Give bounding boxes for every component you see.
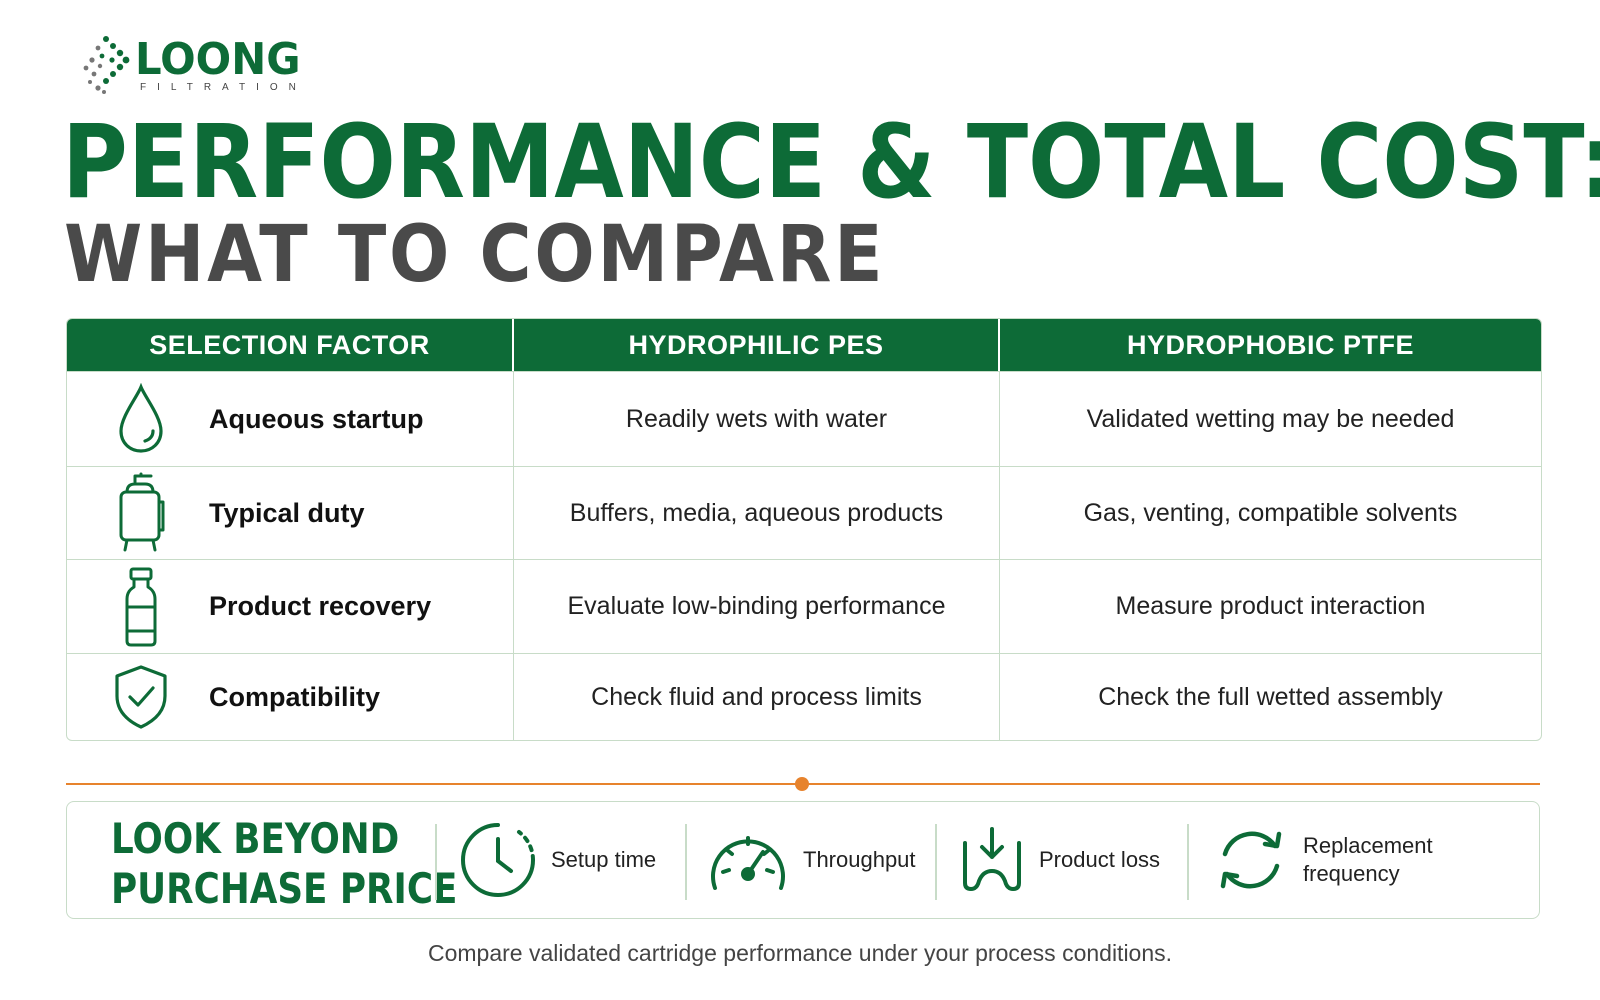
table-row: Compatibility Check fluid and process li… [67, 653, 1541, 740]
panel-separator [1187, 824, 1189, 900]
dot-arrow-logo-icon [83, 36, 130, 94]
pes-cell: Buffers, media, aqueous products [514, 467, 1000, 559]
comparison-table: SELECTION FACTOR HYDROPHILIC PES HYDROPH… [66, 318, 1542, 741]
page-subtitle: WHAT TO COMPARE [64, 210, 886, 300]
cost-item-label: Replacement frequency [1303, 832, 1433, 888]
cost-item-label: Setup time [551, 847, 657, 872]
cost-item-label-line2: frequency [1303, 861, 1400, 886]
water-drop-icon [111, 379, 171, 459]
page-title: PERFORMANCE & TOTAL COST: [62, 103, 1600, 222]
cost-item-label: Throughput [803, 847, 916, 872]
pes-cell: Check fluid and process limits [514, 654, 1000, 740]
header-selection-factor: SELECTION FACTOR [67, 319, 514, 371]
cost-item-product-loss: Product loss [959, 802, 1160, 918]
product-loss-icon [963, 827, 1021, 891]
cost-item-setup-time: Setup time [459, 802, 656, 918]
cost-panel-title: LOOK BEYOND PURCHASE PRICE [111, 814, 457, 914]
pes-cell: Readily wets with water [514, 372, 1000, 466]
pes-cell: Evaluate low-binding performance [514, 560, 1000, 653]
cost-panel-title-line2: PURCHASE PRICE [111, 864, 458, 913]
panel-separator [435, 824, 437, 900]
ptfe-cell: Measure product interaction [1115, 592, 1426, 620]
ptfe-cell: Validated wetting may be needed [1086, 404, 1455, 433]
cost-item-replacement-frequency: Replacement frequency [1213, 802, 1433, 918]
ptfe-cell: Gas, venting, compatible solvents [1083, 498, 1458, 527]
factor-cell: Compatibility [67, 654, 514, 740]
panel-separator [935, 824, 937, 900]
factor-label: Compatibility [209, 681, 381, 712]
ptfe-cell: Check the full wetted assembly [1098, 682, 1443, 711]
factor-label: Product recovery [209, 591, 432, 621]
brand-logo: LOONG FILTRATION [80, 34, 320, 96]
table-row: Aqueous startup Readily wets with water … [67, 371, 1541, 466]
factor-cell: Product recovery [67, 560, 514, 653]
header-hydrophilic-pes: HYDROPHILIC PES [514, 319, 1000, 371]
divider-dot [795, 777, 809, 791]
factor-cell: Aqueous startup [67, 372, 514, 466]
cost-item-label: Product loss [1039, 847, 1161, 872]
gauge-icon [711, 836, 785, 890]
factor-label: Aqueous startup [209, 403, 424, 434]
cost-panel-title-line1: LOOK BEYOND [111, 814, 400, 863]
vial-icon [111, 567, 171, 647]
brand-name: LOONG [135, 34, 301, 85]
table-row: Product recovery Evaluate low-binding pe… [67, 559, 1541, 653]
filter-housing-icon [111, 472, 171, 553]
clock-icon [461, 823, 535, 897]
cost-panel: LOOK BEYOND PURCHASE PRICE Setup time Th… [66, 801, 1540, 919]
cost-item-label-line1: Replacement [1303, 833, 1433, 858]
factor-cell: Typical duty [67, 467, 514, 559]
footnote: Compare validated cartridge performance … [427, 940, 1173, 966]
cost-item-throughput: Throughput [707, 802, 916, 918]
refresh-cycle-icon [1220, 831, 1282, 889]
header-hydrophobic-ptfe: HYDROPHOBIC PTFE [1126, 329, 1415, 360]
factor-label: Typical duty [209, 497, 365, 528]
table-row: Typical duty Buffers, media, aqueous pro… [67, 466, 1541, 559]
brand-subtitle: FILTRATION [140, 82, 307, 93]
table-header: SELECTION FACTOR HYDROPHILIC PES HYDROPH… [67, 319, 1541, 371]
panel-separator [685, 824, 687, 900]
shield-check-icon [111, 657, 171, 737]
